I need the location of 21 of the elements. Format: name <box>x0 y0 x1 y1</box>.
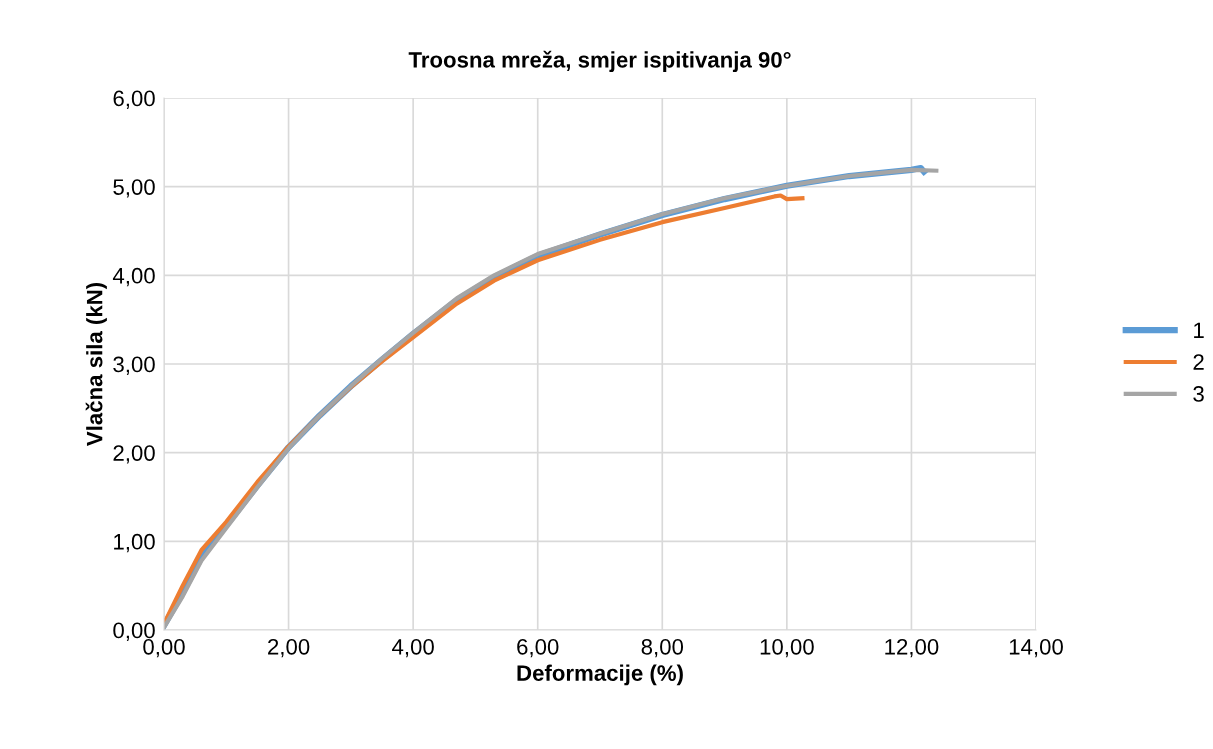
x-tick-label: 6,00 <box>517 638 559 658</box>
x-tick-label: 8,00 <box>641 638 684 658</box>
y-tick-label: 6,00 <box>113 90 155 109</box>
y-tick-label: 3,00 <box>113 356 155 375</box>
x-tick-label: 14,00 <box>1009 638 1063 658</box>
legend-label: 1 <box>1194 322 1204 338</box>
x-tick-label: 2,00 <box>268 638 310 658</box>
y-tick-label: 5,00 <box>113 179 155 198</box>
x-tick-label: 12,00 <box>885 638 939 658</box>
x-axis-title: Deformacije (%) <box>517 664 683 686</box>
x-tick-label: 0,00 <box>143 638 185 658</box>
y-tick-label: 4,00 <box>112 267 155 287</box>
chart-title: Troosna mreža, smjer ispitivanja 90° <box>408 50 791 73</box>
y-tick-label: 1,00 <box>114 533 155 553</box>
legend-label: 3 <box>1193 386 1204 402</box>
x-tick-label: 10,00 <box>760 638 814 658</box>
y-axis-title: Vlačna sila (kN) <box>85 282 107 446</box>
legend-label: 2 <box>1193 354 1204 370</box>
x-tick-label: 4,00 <box>392 638 434 658</box>
y-tick-label: 0,00 <box>113 622 155 641</box>
y-tick-label: 2,00 <box>113 445 155 464</box>
